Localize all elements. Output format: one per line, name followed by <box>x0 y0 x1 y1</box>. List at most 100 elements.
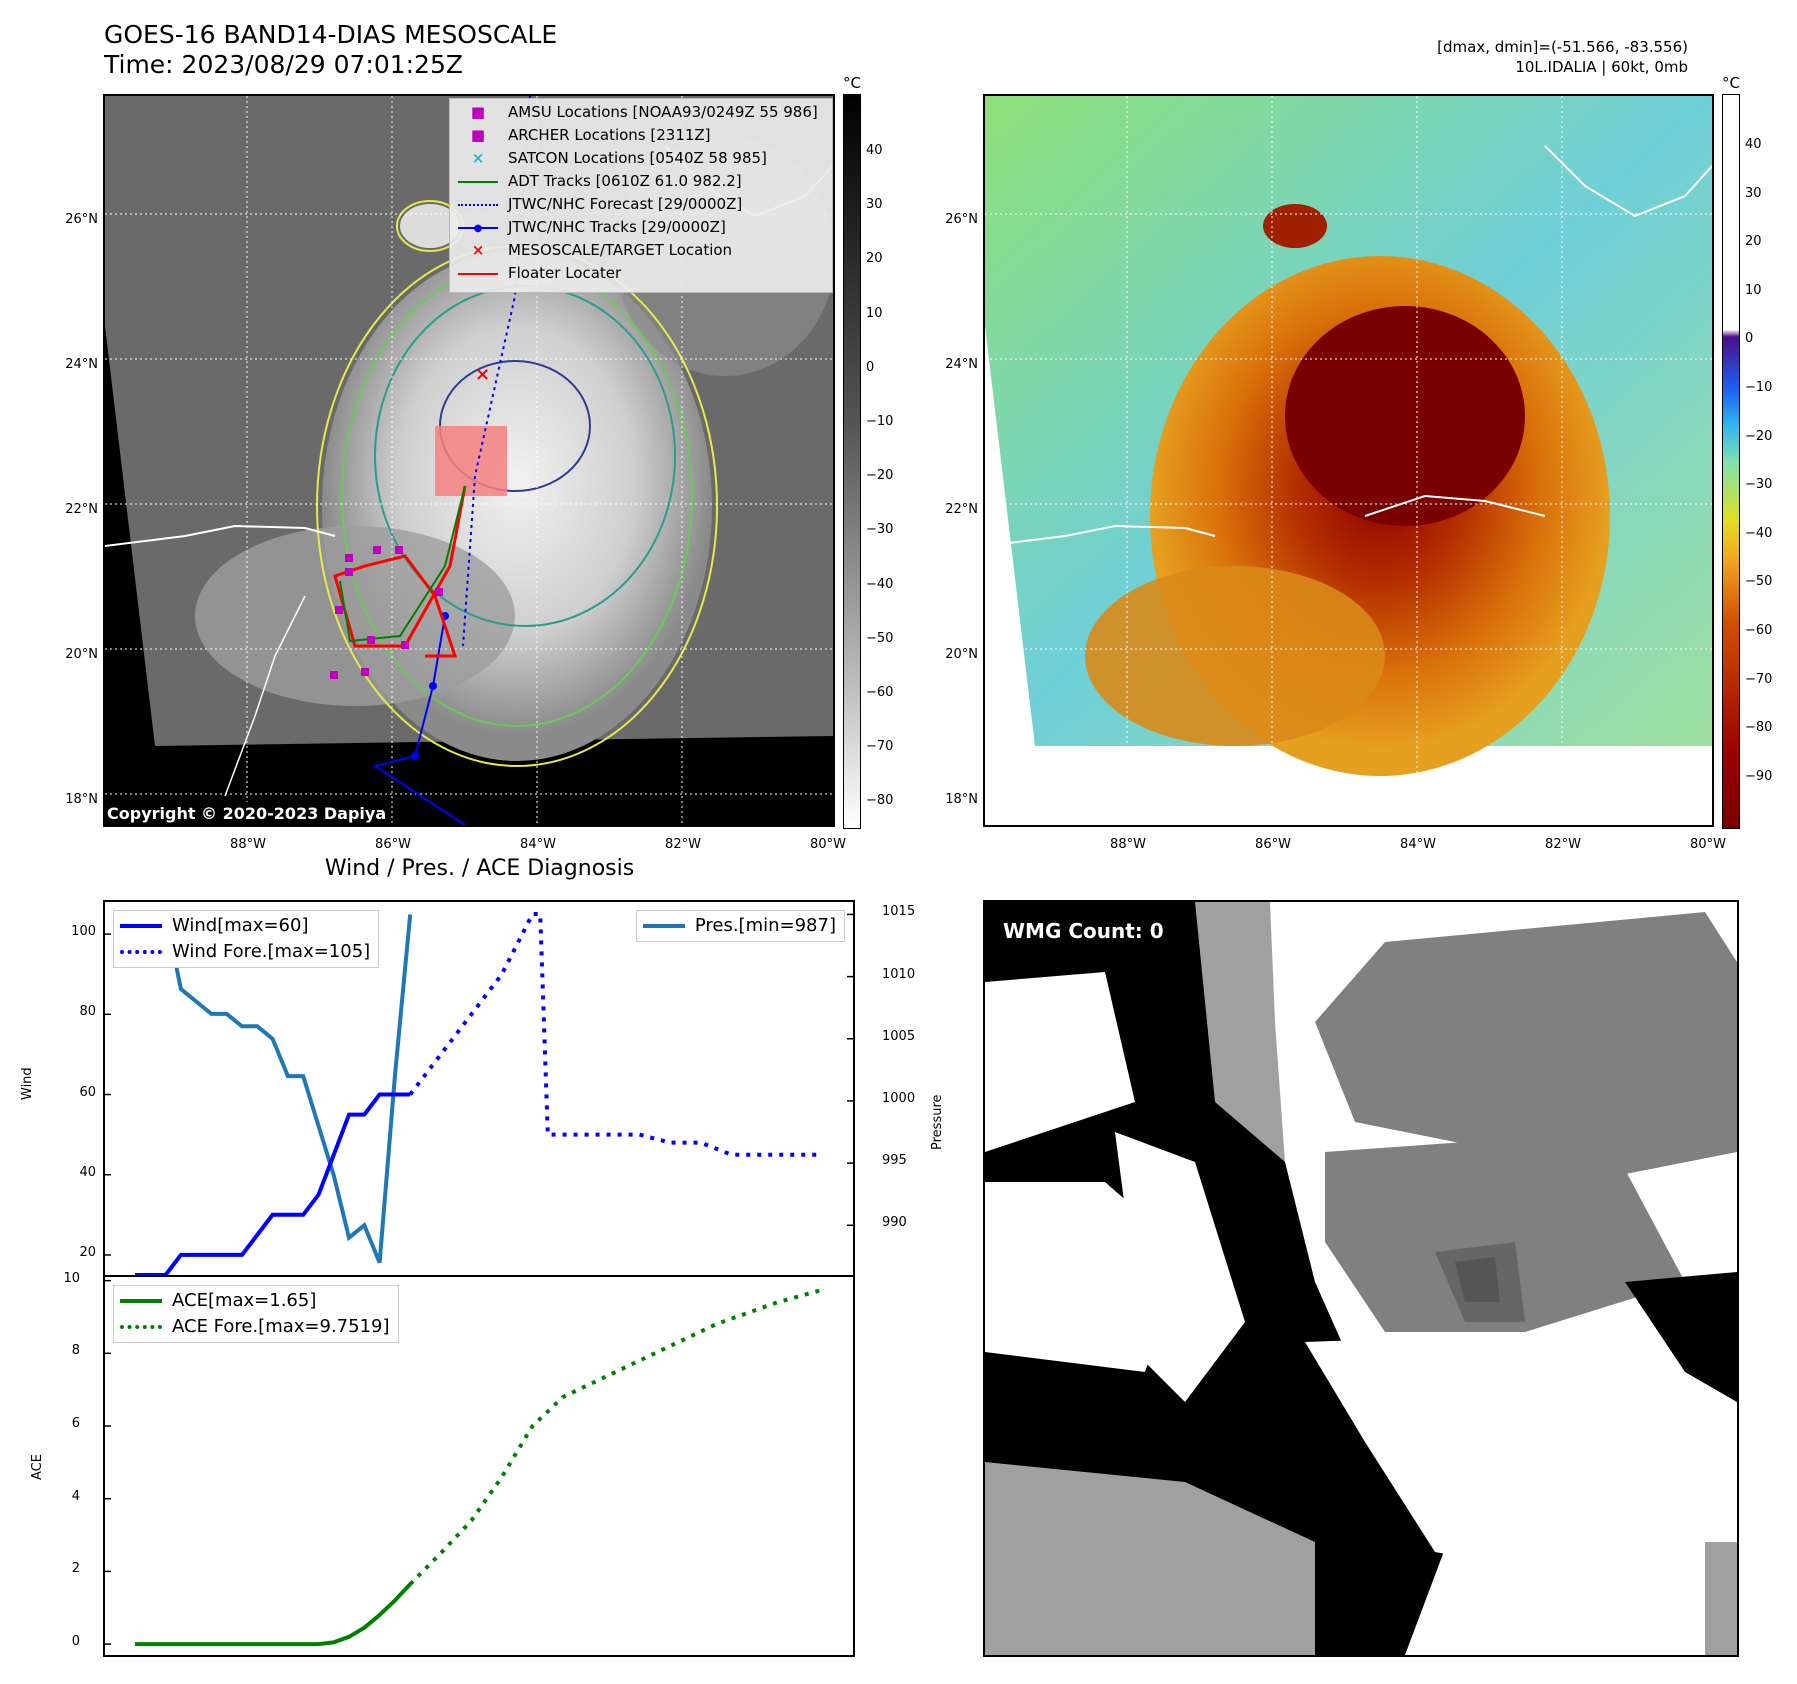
wmg-image <box>985 902 1737 1655</box>
copyright-label: Copyright © 2020-2023 Dapiya <box>107 804 387 823</box>
map-legend-label: JTWC/NHC Tracks [29/0000Z] <box>508 218 726 236</box>
lat-label: 20°N <box>65 647 98 662</box>
map-legend-label: SATCON Locations [0540Z 58 985] <box>508 149 767 167</box>
lat-label: 18°N <box>65 792 98 807</box>
map-legend-label: ARCHER Locations [2311Z] <box>508 126 711 144</box>
floater-box <box>435 426 507 496</box>
pressure-tick: 1000 <box>882 1090 916 1106</box>
color-colorbar-tick: −10 <box>1745 380 1773 395</box>
wind-legend-swatch <box>120 924 162 928</box>
pressure-tick: 1010 <box>882 966 916 982</box>
map-legend-label: AMSU Locations [NOAA93/0249Z 55 986] <box>508 103 818 121</box>
wind-tick: 80 <box>79 1004 96 1020</box>
gray-colorbar-tick: −80 <box>866 793 894 809</box>
gray-colorbar-tick: −70 <box>866 739 894 755</box>
gray-colorbar-tick: 10 <box>866 305 883 321</box>
ace-tick: 4 <box>71 1488 80 1504</box>
gray-colorbar-tick: −20 <box>866 468 894 484</box>
wind-forecast-line <box>408 912 823 1157</box>
ace-tick: 10 <box>63 1270 80 1286</box>
lon-label: 88°W <box>1110 837 1146 852</box>
gray-colorbar <box>843 94 861 829</box>
ace-ylabel: ACE <box>30 1454 45 1480</box>
color-colorbar-tick: 30 <box>1745 185 1762 201</box>
map-legend-label: ADT Tracks [0610Z 61.0 982.2] <box>508 172 742 190</box>
map-legend: ■ AMSU Locations [NOAA93/0249Z 55 986] ■ AR… <box>449 98 833 293</box>
wind-pres-plot <box>105 912 853 1275</box>
color-colorbar <box>1722 94 1740 829</box>
ace-plot <box>105 1279 824 1647</box>
lon-label: 88°W <box>230 837 266 852</box>
ace-legend: ACE[max=1.65] ACE Fore.[max=9.7519] <box>113 1285 399 1343</box>
ace-fore-legend-swatch <box>120 1325 162 1329</box>
wmg-panel: WMG Count: 0 <box>983 900 1739 1657</box>
ace-tick: 2 <box>71 1561 80 1577</box>
dmax-dmin-label: [dmax, dmin]=(-51.566, -83.556) <box>1437 38 1688 56</box>
wind-fore-legend-swatch <box>120 950 162 954</box>
lat-label: 26°N <box>65 212 98 227</box>
map-legend-item: ■ ARCHER Locations [2311Z] <box>458 126 711 144</box>
legend-marker-x: × <box>471 241 485 259</box>
diag-title: Wind / Pres. / ACE Diagnosis <box>324 856 635 881</box>
color-colorbar-tick: −20 <box>1745 428 1773 444</box>
ace-legend-swatch <box>120 1299 162 1303</box>
legend-marker-line-dot: ● <box>458 223 498 233</box>
lat-label: 24°N <box>65 357 98 372</box>
wind-ylabel: Wind <box>20 1067 35 1100</box>
gray-colorbar-tick: −40 <box>866 576 894 592</box>
pressure-ylabel: Pressure <box>930 1094 945 1150</box>
wind-legend: Wind[max=60] Wind Fore.[max=105] <box>113 910 380 968</box>
ace-legend-label: ACE[max=1.65] <box>172 1290 317 1311</box>
lat-label: 18°N <box>945 792 978 807</box>
lon-label: 82°W <box>1545 837 1581 852</box>
wind-legend-label: Wind[max=60] <box>172 915 309 936</box>
legend-marker-x: × <box>471 149 485 167</box>
color-colorbar-tick: −90 <box>1745 768 1773 784</box>
color-map-image <box>985 96 1712 825</box>
wind-tick: 60 <box>79 1084 96 1100</box>
color-colorbar-tick: 10 <box>1745 282 1762 298</box>
ace-line <box>135 1582 412 1647</box>
color-colorbar-tick: 20 <box>1745 234 1762 250</box>
pressure-line <box>135 912 413 1264</box>
map-legend-item: × SATCON Locations [0540Z 58 985] <box>458 149 767 167</box>
lat-label: 22°N <box>945 502 978 517</box>
lon-label: 86°W <box>1255 837 1291 852</box>
color-colorbar-tick: −30 <box>1745 477 1773 493</box>
gray-colorbar-tick: −50 <box>866 630 894 646</box>
legend-marker-dotted <box>458 203 498 206</box>
chart-title: GOES-16 BAND14-DIAS MESOSCALE <box>104 20 558 49</box>
map-legend-item: ADT Tracks [0610Z 61.0 982.2] <box>458 172 742 190</box>
color-colorbar-unit: °C <box>1722 74 1740 92</box>
color-colorbar-tick: 0 <box>1745 331 1754 347</box>
wind-fore-legend-label: Wind Fore.[max=105] <box>172 941 371 962</box>
wind-tick: 40 <box>79 1164 96 1180</box>
legend-marker-square: ■ <box>470 126 486 144</box>
wind-tick: 100 <box>71 924 96 940</box>
ace-tick: 0 <box>71 1634 80 1650</box>
pres-legend-swatch <box>642 924 685 928</box>
pres-legend: Pres.[min=987] <box>635 910 845 942</box>
map-legend-item: JTWC/NHC Forecast [29/0000Z] <box>458 195 742 213</box>
gray-colorbar-tick: 30 <box>866 197 883 213</box>
legend-marker-square: ■ <box>470 103 486 121</box>
gray-colorbar-tick: 20 <box>866 251 883 267</box>
ace-fore-legend-label: ACE Fore.[max=9.7519] <box>172 1316 390 1337</box>
color-colorbar-tick: 40 <box>1745 137 1762 152</box>
gray-colorbar-tick: −60 <box>866 685 894 700</box>
wmg-count-label: WMG Count: 0 <box>1003 919 1164 943</box>
ace-panel: ACE[max=1.65] ACE Fore.[max=9.7519] <box>103 1275 855 1657</box>
wind-line <box>135 1092 411 1275</box>
map-legend-label: MESOSCALE/TARGET Location <box>508 241 733 259</box>
lat-label: 22°N <box>65 502 98 517</box>
pressure-tick: 995 <box>882 1153 907 1169</box>
lat-label: 26°N <box>945 212 978 227</box>
gray-colorbar-tick: 40 <box>866 143 883 158</box>
ace-forecast-line <box>408 1287 824 1586</box>
ace-tick: 8 <box>71 1343 80 1359</box>
color-colorbar-tick: −40 <box>1745 525 1773 541</box>
color-colorbar-tick: −70 <box>1745 671 1773 687</box>
pres-legend-label: Pres.[min=987] <box>694 915 836 936</box>
gray-colorbar-tick: −30 <box>866 522 894 538</box>
lon-label: 80°W <box>810 837 846 852</box>
